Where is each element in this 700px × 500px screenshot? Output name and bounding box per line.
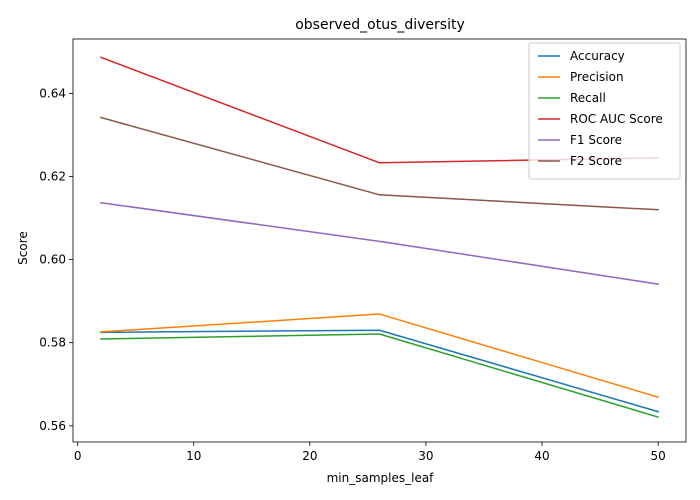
legend-box [528, 42, 681, 180]
axes: 0 10 20 30 40 50 0.56 0.58 0.60 0.62 0.64 [39, 38, 687, 463]
legend: Accuracy Precision Recall ROC AUC Score F1 S… [528, 42, 681, 180]
y-tick-label: 0.58 [39, 336, 66, 350]
axes-frame [72, 38, 687, 443]
x-tick-label: 0 [74, 449, 82, 463]
series-line-1 [100, 313, 660, 399]
x-tick-label: 30 [418, 449, 433, 463]
chart-title: observed_otus_diversity [295, 17, 465, 33]
x-axis-title: min_samples_leaf [327, 471, 435, 485]
x-tick-label: 10 [186, 449, 201, 463]
series-line-5 [99, 116, 659, 211]
x-tick-label: 20 [302, 449, 317, 463]
legend-label-0: Accuracy [570, 49, 625, 63]
y-axis-title: Score [16, 231, 30, 265]
series-line-0 [100, 329, 660, 413]
legend-label-2: Recall [570, 91, 606, 105]
legend-label-5: F2 Score [570, 154, 622, 168]
x-tick-label: 40 [534, 449, 549, 463]
x-tick-label: 50 [650, 449, 665, 463]
y-tick-label: 0.64 [39, 86, 66, 100]
legend-label-1: Precision [570, 70, 624, 84]
legend-label-3: ROC AUC Score [570, 112, 663, 126]
series-line-4 [100, 201, 659, 285]
y-tick-label: 0.60 [39, 253, 66, 267]
legend-label-4: F1 Score [570, 133, 622, 147]
series-line-2 [100, 333, 660, 419]
y-tick-label: 0.56 [39, 419, 66, 433]
plot-area [99, 56, 660, 419]
y-tick-label: 0.62 [39, 170, 66, 184]
